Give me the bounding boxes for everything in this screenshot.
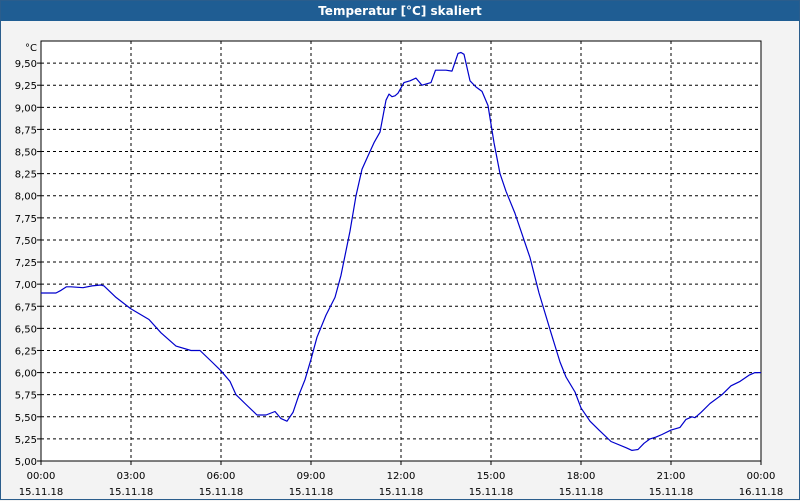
y-tick-label: 7,75 [15,214,37,225]
x-tick-time-label: 00:00 [27,471,56,482]
y-tick-label: 7,00 [15,280,37,291]
x-tick-date-label: 16.11.18 [739,487,784,498]
y-tick-label: 5,75 [15,391,37,402]
x-tick-time-label: 18:00 [567,471,596,482]
x-tick-date-label: 15.11.18 [469,487,514,498]
x-tick-date-label: 15.11.18 [199,487,244,498]
y-tick-label: 6,00 [15,369,37,380]
y-tick-label: 8,25 [15,170,37,181]
x-tick-date-label: 15.11.18 [289,487,334,498]
y-tick-label: 5,50 [15,413,37,424]
x-tick-time-label: 21:00 [657,471,686,482]
y-tick-label: 6,25 [15,346,37,357]
y-tick-label: 9,00 [15,103,37,114]
x-tick-time-label: 06:00 [207,471,236,482]
x-tick-date-label: 15.11.18 [379,487,424,498]
y-tick-label: 6,75 [15,302,37,313]
series-line-temperature [41,51,761,451]
x-tick-date-label: 15.11.18 [19,487,64,498]
x-tick-date-label: 15.11.18 [649,487,694,498]
x-tick-time-label: 12:00 [387,471,416,482]
x-tick-date-label: 15.11.18 [559,487,604,498]
y-tick-label: 5,25 [15,435,37,446]
y-tick-label: 5,00 [15,457,37,468]
y-tick-label: 9,50 [15,59,37,70]
x-tick-time-label: 09:00 [297,471,326,482]
y-tick-label: 9,25 [15,81,37,92]
y-tick-label: 8,50 [15,148,37,159]
plot-frame [40,40,762,462]
y-tick-label: 8,75 [15,125,37,136]
y-tick-label: 8,00 [15,192,37,203]
y-tick-label: 7,50 [15,236,37,247]
y-tick-label: 6,50 [15,324,37,335]
x-tick-time-label: 15:00 [477,471,506,482]
x-tick-date-label: 15.11.18 [109,487,154,498]
y-tick-label: 7,25 [15,258,37,269]
y-unit-label: °C [25,43,37,54]
x-tick-time-label: 00:00 [747,471,776,482]
x-tick-time-label: 03:00 [117,471,146,482]
window-title: Temperatur [°C] skaliert [1,1,799,21]
